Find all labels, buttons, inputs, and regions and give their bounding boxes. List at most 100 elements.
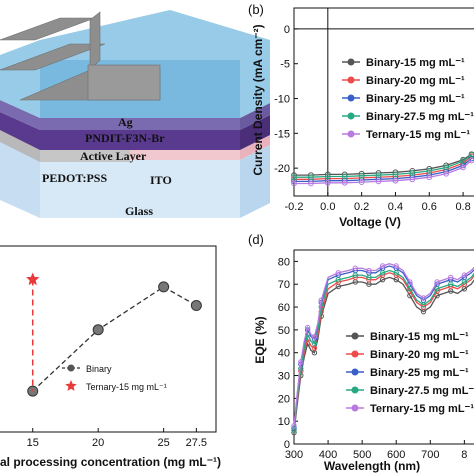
eqe-data-point bbox=[393, 263, 399, 269]
concentration-x-tick-label: 25 bbox=[158, 437, 170, 449]
concentration-legend-binary-marker bbox=[67, 364, 75, 372]
jv-y-tick-label: -10 bbox=[274, 94, 290, 106]
eqe-series-line bbox=[293, 269, 474, 431]
jv-legend-item-marker bbox=[347, 112, 355, 120]
concentration-legend-ternary-label: Ternary-15 mg mL⁻¹ bbox=[86, 382, 167, 392]
eqe-y-tick-label: 80 bbox=[278, 256, 290, 268]
jv-data-point bbox=[392, 171, 399, 178]
layer-label-etl: PNDIT-F3N-Br bbox=[85, 131, 165, 145]
panel-label-d: (d) bbox=[248, 232, 264, 247]
eqe-data-point bbox=[407, 286, 413, 292]
eqe-legend-item-marker bbox=[351, 404, 359, 412]
eqe-legend-item-label: Binary-27.5 mg mL⁻¹ bbox=[370, 385, 474, 397]
eqe-data-point bbox=[311, 340, 318, 347]
eqe-y-tick-label: 50 bbox=[278, 325, 290, 337]
ag-electrodes bbox=[0, 11, 161, 101]
jv-legend-item-label: Binary-25 mg mL⁻¹ bbox=[366, 93, 465, 105]
concentration-legend-binary-label: Binary bbox=[86, 364, 112, 374]
eqe-y-axis-label: EQE (%) bbox=[253, 316, 267, 363]
jv-data-point bbox=[392, 177, 399, 184]
jv-chart: (b) -0.2 0.0 0.2 0.4 0.6 0.8 0 -5 -10 -15 -20 Bina… bbox=[248, 2, 474, 229]
eqe-legend-item-label: Binary-15 mg mL⁻¹ bbox=[370, 331, 469, 343]
eqe-legend-item-marker bbox=[351, 368, 359, 376]
binary-data-point bbox=[158, 281, 170, 293]
jv-plot-frame bbox=[293, 7, 474, 197]
eqe-x-tick-label: 500 bbox=[353, 449, 371, 461]
eqe-series-line bbox=[293, 276, 474, 433]
eqe-y-tick-label: 20 bbox=[278, 393, 290, 405]
layer-label-pedot: PEDOT:PSS bbox=[42, 171, 107, 185]
eqe-y-tick-label: 0 bbox=[284, 439, 290, 451]
eqe-data-point bbox=[448, 274, 454, 281]
eqe-y-tick-label: 60 bbox=[278, 302, 290, 314]
eqe-data-point bbox=[407, 279, 413, 285]
jv-data-point bbox=[409, 170, 416, 176]
jv-legend-item-label: Binary-27.5 mg mL⁻¹ bbox=[366, 111, 474, 123]
jv-data-point bbox=[308, 174, 314, 181]
jv-x-tick-label: 0.2 bbox=[354, 201, 369, 213]
jv-x-tick-label: 0.4 bbox=[388, 201, 403, 213]
eqe-series-line bbox=[293, 265, 474, 429]
eqe-data-point bbox=[335, 276, 341, 283]
concentration-x-tick-label: 20 bbox=[92, 437, 104, 449]
layer-label-ag: Ag bbox=[118, 115, 133, 129]
concentration-x-tick-label: 15 bbox=[27, 437, 39, 449]
jv-legend-item-label: Ternary-15 mg mL⁻¹ bbox=[366, 129, 470, 141]
layer-label-ito: ITO bbox=[150, 173, 172, 187]
eqe-data-point bbox=[420, 302, 427, 308]
jv-data-point bbox=[443, 170, 450, 177]
eqe-y-tick-label: 10 bbox=[278, 416, 290, 428]
eqe-series-line bbox=[293, 272, 474, 431]
jv-x-tick-label: 0.0 bbox=[320, 201, 335, 213]
eqe-legend-item-label: Ternary-15 mg mL⁻¹ bbox=[370, 403, 474, 415]
binary-series-line bbox=[32, 286, 197, 392]
jv-data-point bbox=[308, 180, 314, 187]
jv-data-point bbox=[460, 164, 466, 171]
jv-legend-item-marker bbox=[347, 58, 355, 66]
eqe-data-point bbox=[352, 272, 359, 278]
eqe-data-point bbox=[366, 267, 372, 274]
eqe-series-line bbox=[293, 263, 474, 426]
pedot-layer bbox=[0, 128, 40, 162]
eqe-data-point bbox=[352, 265, 359, 271]
eqe-data-point bbox=[366, 274, 372, 281]
eqe-data-point bbox=[379, 270, 386, 276]
jv-legend-item-label: Binary-20 mg mL⁻¹ bbox=[366, 75, 465, 87]
eqe-x-tick-label: 400 bbox=[319, 449, 337, 461]
eqe-legend-item-label: Binary-20 mg mL⁻¹ bbox=[370, 349, 469, 361]
eqe-data-point bbox=[379, 263, 386, 269]
eqe-data-point bbox=[311, 334, 318, 340]
layer-label-active: Active Layer bbox=[80, 149, 147, 163]
jv-data-point bbox=[426, 174, 433, 181]
eqe-data-point bbox=[298, 359, 304, 365]
jv-data-point bbox=[358, 179, 365, 185]
eqe-data-point bbox=[335, 270, 341, 276]
jv-y-tick-label: -20 bbox=[274, 163, 290, 175]
jv-x-axis-label: Voltage (V) bbox=[339, 215, 401, 229]
eqe-y-tick-label: 30 bbox=[278, 371, 290, 383]
eqe-y-tick-label: 70 bbox=[278, 279, 290, 291]
panel-label-b: (b) bbox=[248, 2, 264, 17]
concentration-plot-frame bbox=[0, 245, 217, 433]
binary-data-point bbox=[92, 324, 104, 336]
eqe-data-point bbox=[291, 423, 297, 429]
jv-data-point bbox=[375, 178, 382, 185]
active-layer bbox=[0, 112, 240, 150]
jv-data-point bbox=[324, 173, 331, 180]
concentration-x-tick-label: 27.5 bbox=[186, 437, 207, 449]
jv-data-point bbox=[291, 180, 297, 187]
jv-y-axis-label: Current Density (mA cm⁻²) bbox=[251, 24, 265, 175]
jv-data-point bbox=[341, 179, 348, 186]
jv-legend-item-marker bbox=[347, 76, 355, 84]
concentration-chart: 15 20 25 27.5 Binary Ternary-15 mg mL⁻¹ al p… bbox=[0, 245, 221, 469]
eqe-y-tick-label: 40 bbox=[278, 348, 290, 360]
jv-legend-item-marker bbox=[347, 130, 355, 138]
jv-data-point bbox=[460, 158, 466, 165]
eqe-data-point bbox=[448, 281, 454, 287]
jv-y-tick-label: -15 bbox=[274, 128, 290, 140]
eqe-data-point bbox=[420, 295, 427, 301]
eqe-data-point bbox=[434, 286, 440, 292]
jv-y-tick-label: -5 bbox=[280, 59, 290, 71]
eqe-plot-frame bbox=[293, 249, 474, 445]
